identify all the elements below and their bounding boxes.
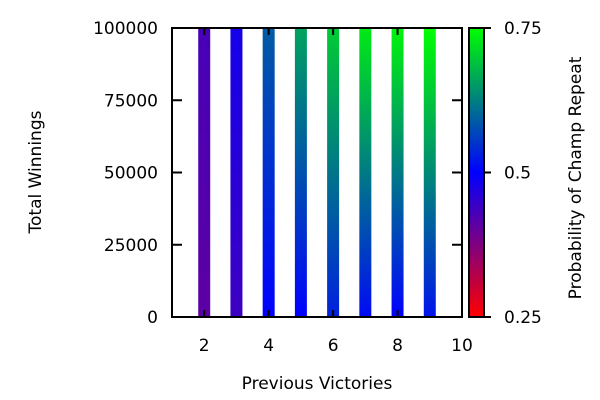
x-tick-label: 6 [328, 336, 339, 356]
bar-5 [294, 28, 307, 317]
x-tick-label: 4 [263, 336, 274, 356]
bar-8 [391, 28, 404, 317]
bar-7 [359, 28, 372, 317]
colorbar-tick-label: 0.5 [504, 164, 531, 184]
y-ticks: 0 25000 50000 75000 100000 [93, 19, 462, 328]
bar-2 [198, 28, 211, 317]
colorbar-label: Probability of Champ Repeat [566, 56, 586, 299]
bars-layer [198, 28, 436, 317]
y-tick-label: 0 [147, 308, 158, 328]
bar-4 [262, 28, 275, 317]
colorbar-ticks: 0.25 0.5 0.75 [484, 19, 542, 328]
colorbar-tick-label: 0.25 [504, 308, 542, 328]
y-axis-label: Total Winnings [26, 110, 46, 234]
bar-9 [423, 28, 436, 317]
bar-3 [230, 28, 243, 317]
x-tick-label: 8 [392, 336, 403, 356]
x-axis-label: Previous Victories [242, 374, 393, 394]
x-ticks: 2 4 6 8 10 [199, 28, 473, 356]
x-tick-label: 2 [199, 336, 210, 356]
bar-6 [327, 28, 340, 317]
x-tick-label: 10 [451, 336, 473, 356]
plot-frame [171, 27, 463, 318]
colorbar [468, 27, 485, 318]
colorbar-tick-label: 0.75 [504, 19, 542, 39]
y-tick-label: 25000 [104, 236, 158, 256]
y-tick-label: 75000 [104, 91, 158, 111]
y-tick-label: 50000 [104, 164, 158, 184]
y-tick-label: 100000 [93, 19, 158, 39]
